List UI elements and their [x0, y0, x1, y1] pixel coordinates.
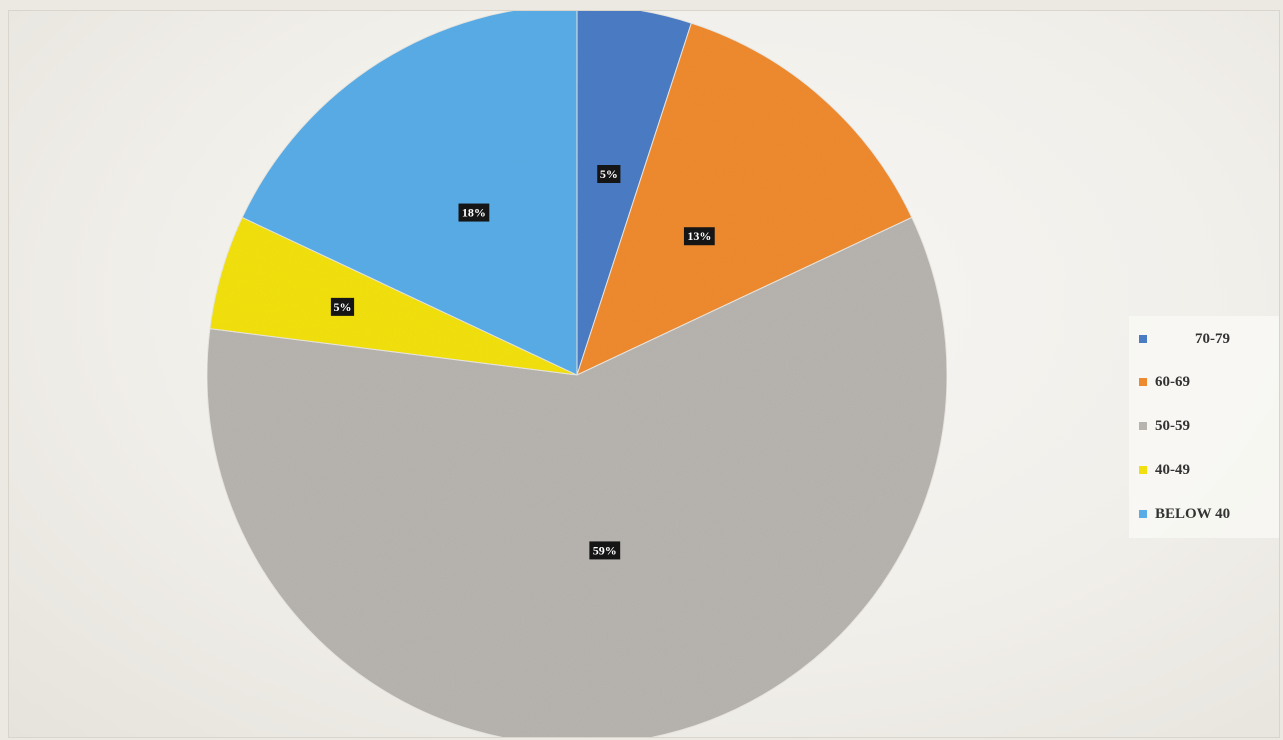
legend-label: BELOW 40 [1155, 505, 1231, 522]
legend-label: 60-69 [1155, 373, 1190, 390]
data-label: 5% [330, 297, 355, 316]
data-label-text: 5% [333, 300, 351, 314]
data-label-background [597, 165, 621, 184]
pie-slice-50-59 [206, 216, 948, 737]
chart-frame: 5% 13% 59% 5% 18% 70-79 60-69 50-59 40-49 BE… [8, 10, 1280, 738]
legend-swatch [1139, 422, 1147, 430]
legend: 70-79 60-69 50-59 40-49 BELOW 40 [1129, 316, 1279, 538]
legend-label: 40-49 [1155, 461, 1190, 478]
data-label-text: 59% [593, 543, 617, 557]
data-label-background [458, 203, 490, 222]
data-label-background [330, 297, 355, 316]
data-label: 5% [597, 165, 621, 184]
pie-slice-60-69 [576, 22, 913, 376]
legend-swatch [1139, 378, 1147, 386]
legend-item-70-79: 70-79 [1139, 328, 1230, 350]
legend-item-50-59: 50-59 [1139, 415, 1190, 437]
pie-slice-below-40 [241, 11, 578, 376]
legend-item-40-49: 40-49 [1139, 459, 1190, 481]
legend-swatch [1139, 335, 1147, 343]
data-label-text: 18% [462, 206, 486, 220]
data-label-text: 13% [687, 229, 711, 243]
legend-label: 70-79 [1195, 330, 1230, 347]
legend-label: 50-59 [1155, 417, 1190, 434]
data-label: 13% [683, 227, 715, 246]
legend-swatch [1139, 466, 1147, 474]
legend-item-60-69: 60-69 [1139, 371, 1190, 393]
data-label-text: 5% [600, 167, 618, 181]
data-label-background [589, 541, 621, 560]
legend-item-below-40: BELOW 40 [1139, 503, 1230, 525]
data-label: 18% [458, 203, 490, 222]
data-label: 59% [589, 541, 621, 560]
data-label-background [683, 227, 715, 246]
legend-swatch [1139, 510, 1147, 518]
pie-chart: 5% 13% 59% 5% 18% [206, 11, 948, 737]
